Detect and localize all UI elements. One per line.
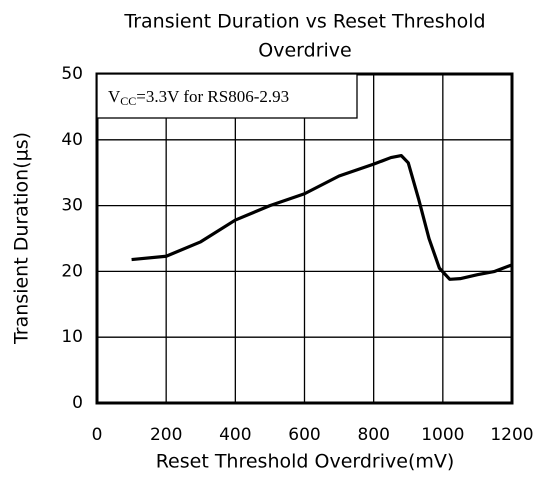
annotation: VCC=3.3V for RS806-2.93 (108, 87, 289, 108)
y-axis-label: Transient Duration(µs) (11, 132, 33, 345)
annotation-subscript: CC (120, 94, 136, 108)
chart-title: Overdrive (258, 40, 351, 62)
annotation-text: =3.3V for RS806-2.93 (136, 87, 289, 106)
data-line (131, 153, 513, 281)
x-tick-label: 0 (92, 425, 103, 445)
x-tick-label: 1200 (490, 425, 533, 445)
y-tick-label: 10 (61, 327, 83, 347)
y-tick-label: 40 (61, 130, 83, 150)
x-tick-label: 400 (219, 425, 251, 445)
annotation-box (96, 73, 358, 119)
chart-title: Transient Duration vs Reset Threshold (123, 11, 485, 33)
x-tick-label: 1000 (421, 425, 464, 445)
x-tick-label: 800 (357, 425, 389, 445)
x-tick-label: 200 (150, 425, 182, 445)
y-tick-label: 50 (61, 64, 83, 84)
x-tick-label: 600 (288, 425, 320, 445)
y-tick-label: 30 (61, 196, 83, 216)
y-tick-label: 20 (61, 261, 83, 281)
x-axis-label: Reset Threshold Overdrive(mV) (156, 451, 455, 473)
y-tick-label: 0 (72, 393, 83, 413)
annotation-text: V (108, 87, 121, 106)
